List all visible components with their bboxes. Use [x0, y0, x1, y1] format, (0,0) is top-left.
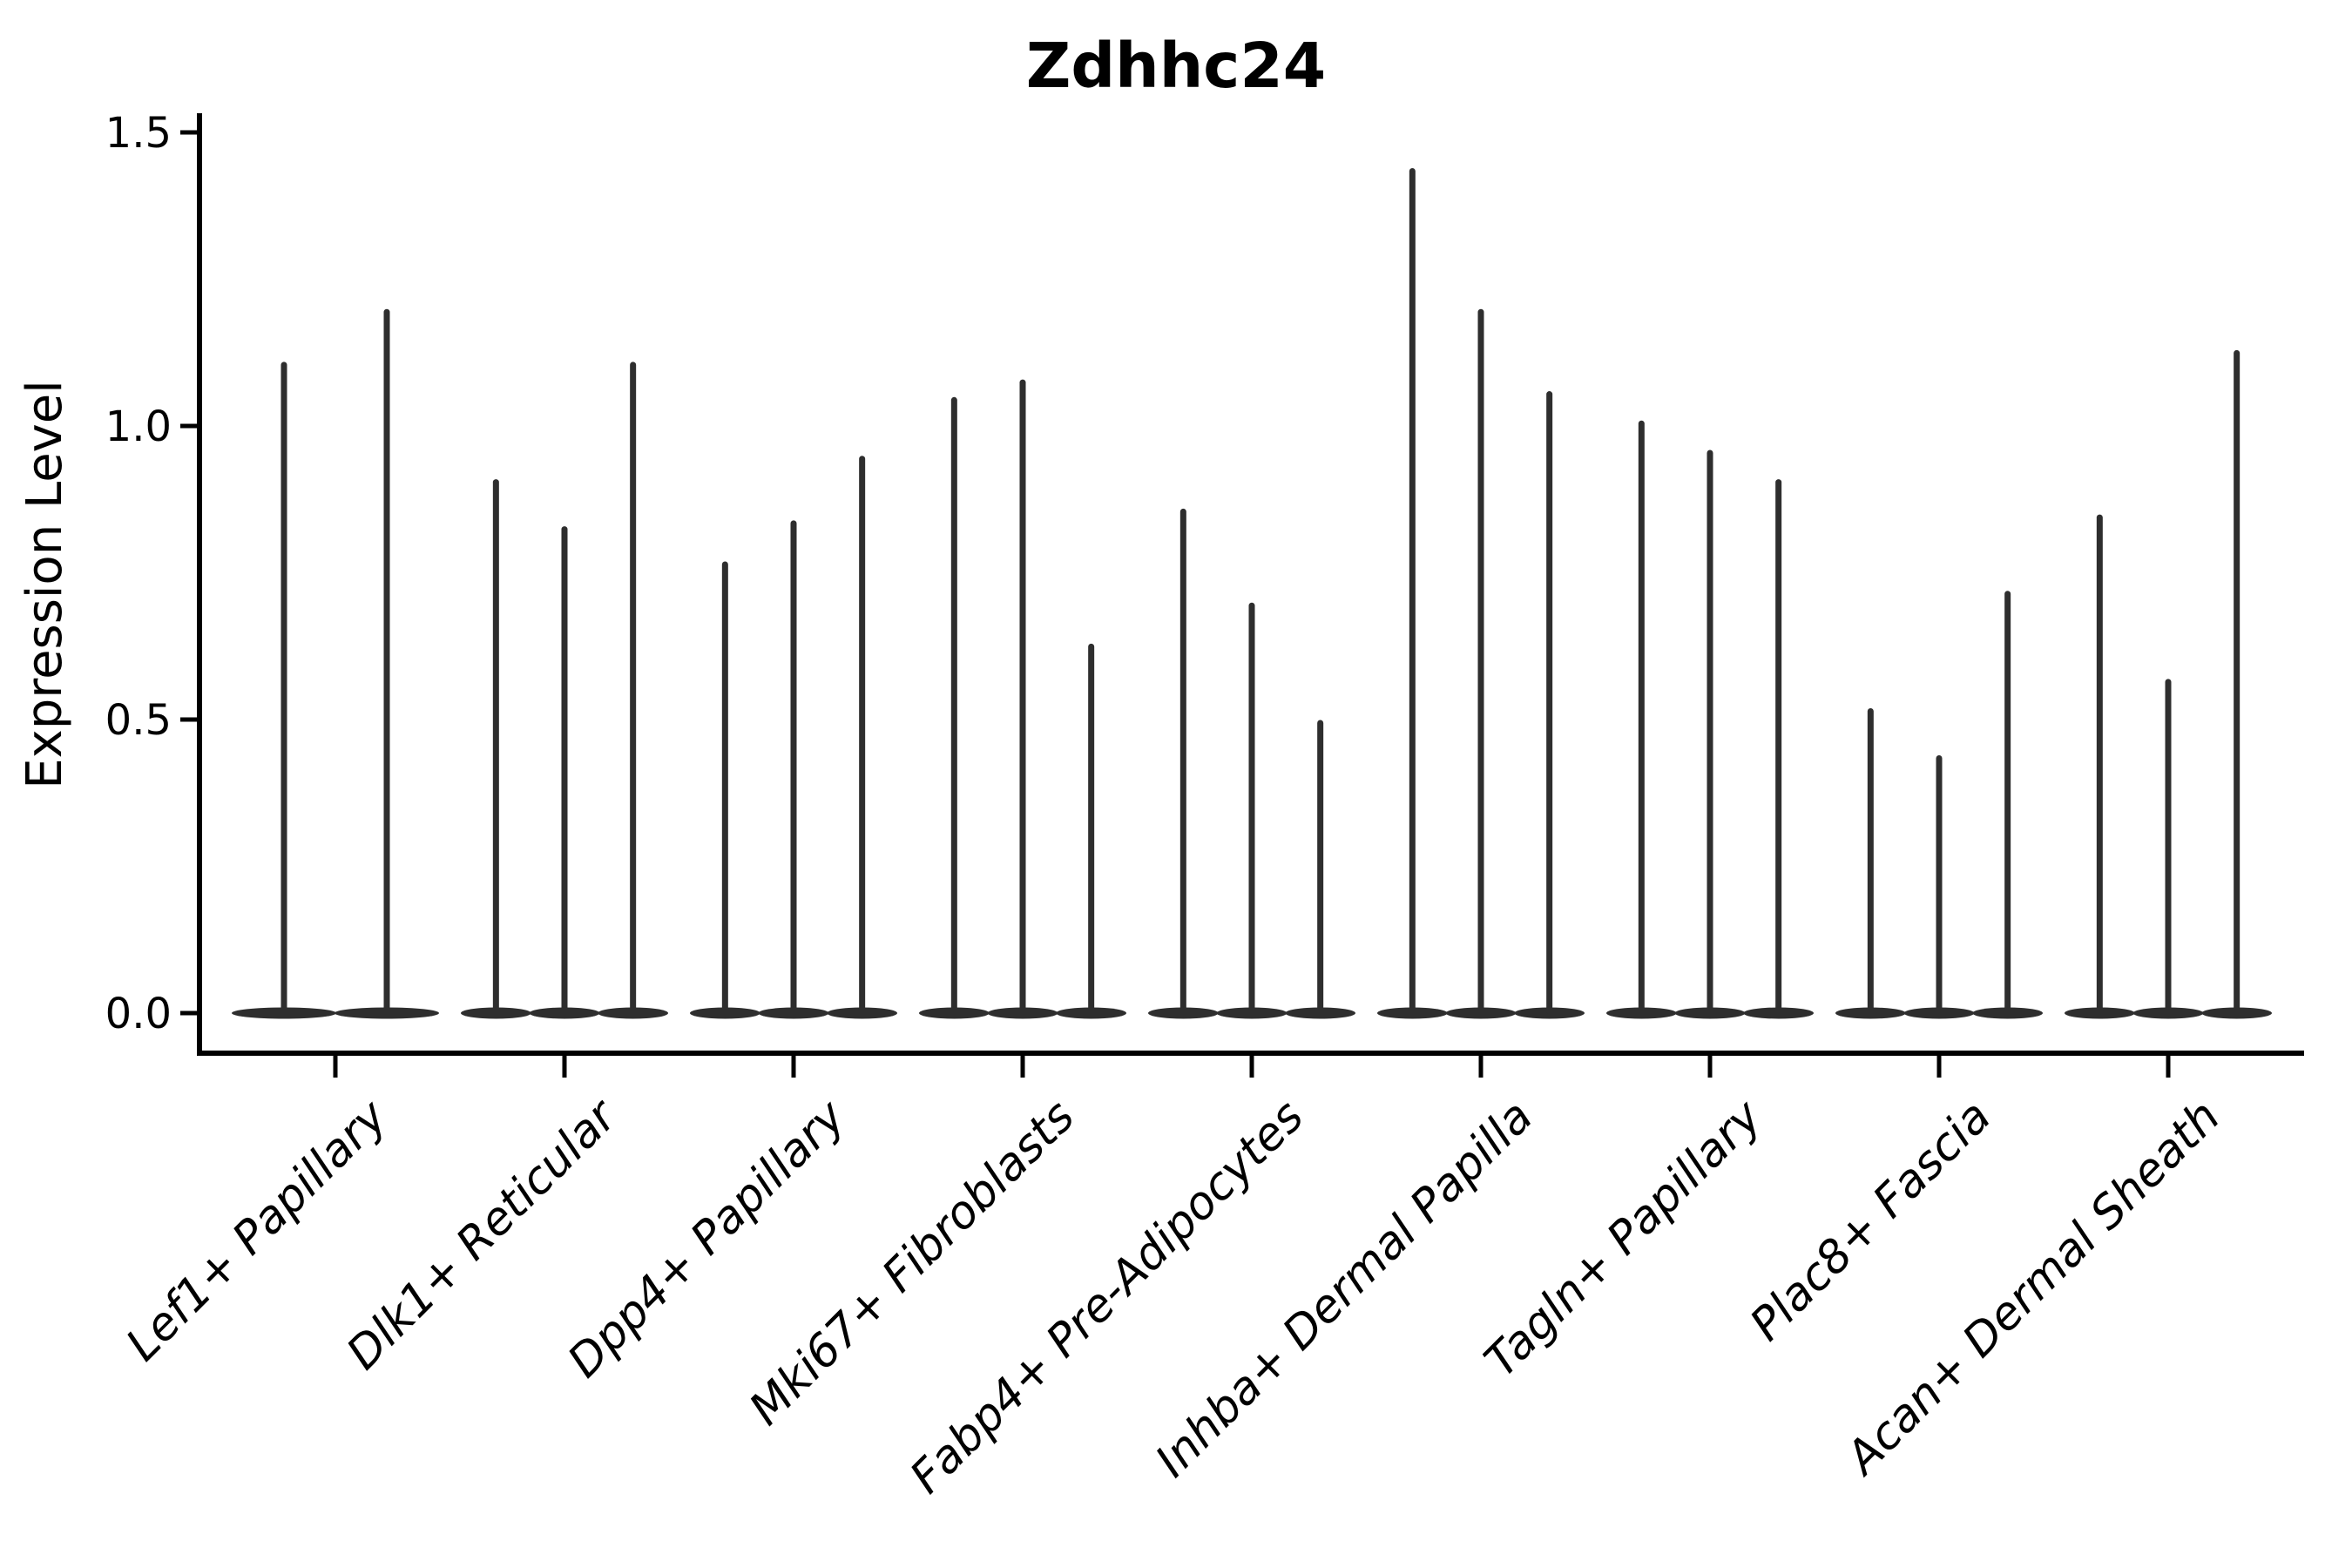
y-axis-label: Expression Level	[17, 380, 73, 789]
violin-layer	[232, 167, 2273, 1019]
y-tick-label: 1.0	[105, 402, 172, 451]
chart-title: Zdhhc24	[1026, 30, 1326, 102]
x-category-label: Fabp4+ Pre-Adipocytes	[901, 1091, 1315, 1504]
axes-layer: 0.0 0.5 1.0 1.5	[105, 109, 2304, 1078]
x-category-label: Plac8+ Fascia	[1740, 1091, 2001, 1351]
x-category-label: Inhba+ Dermal Papilla	[1146, 1091, 1543, 1488]
y-tick-label: 1.5	[105, 109, 172, 158]
x-category-label: Acan+ Dermal Sheath	[1835, 1091, 2230, 1486]
y-tick-label: 0.0	[105, 990, 172, 1038]
y-tick-label: 0.5	[105, 696, 172, 745]
